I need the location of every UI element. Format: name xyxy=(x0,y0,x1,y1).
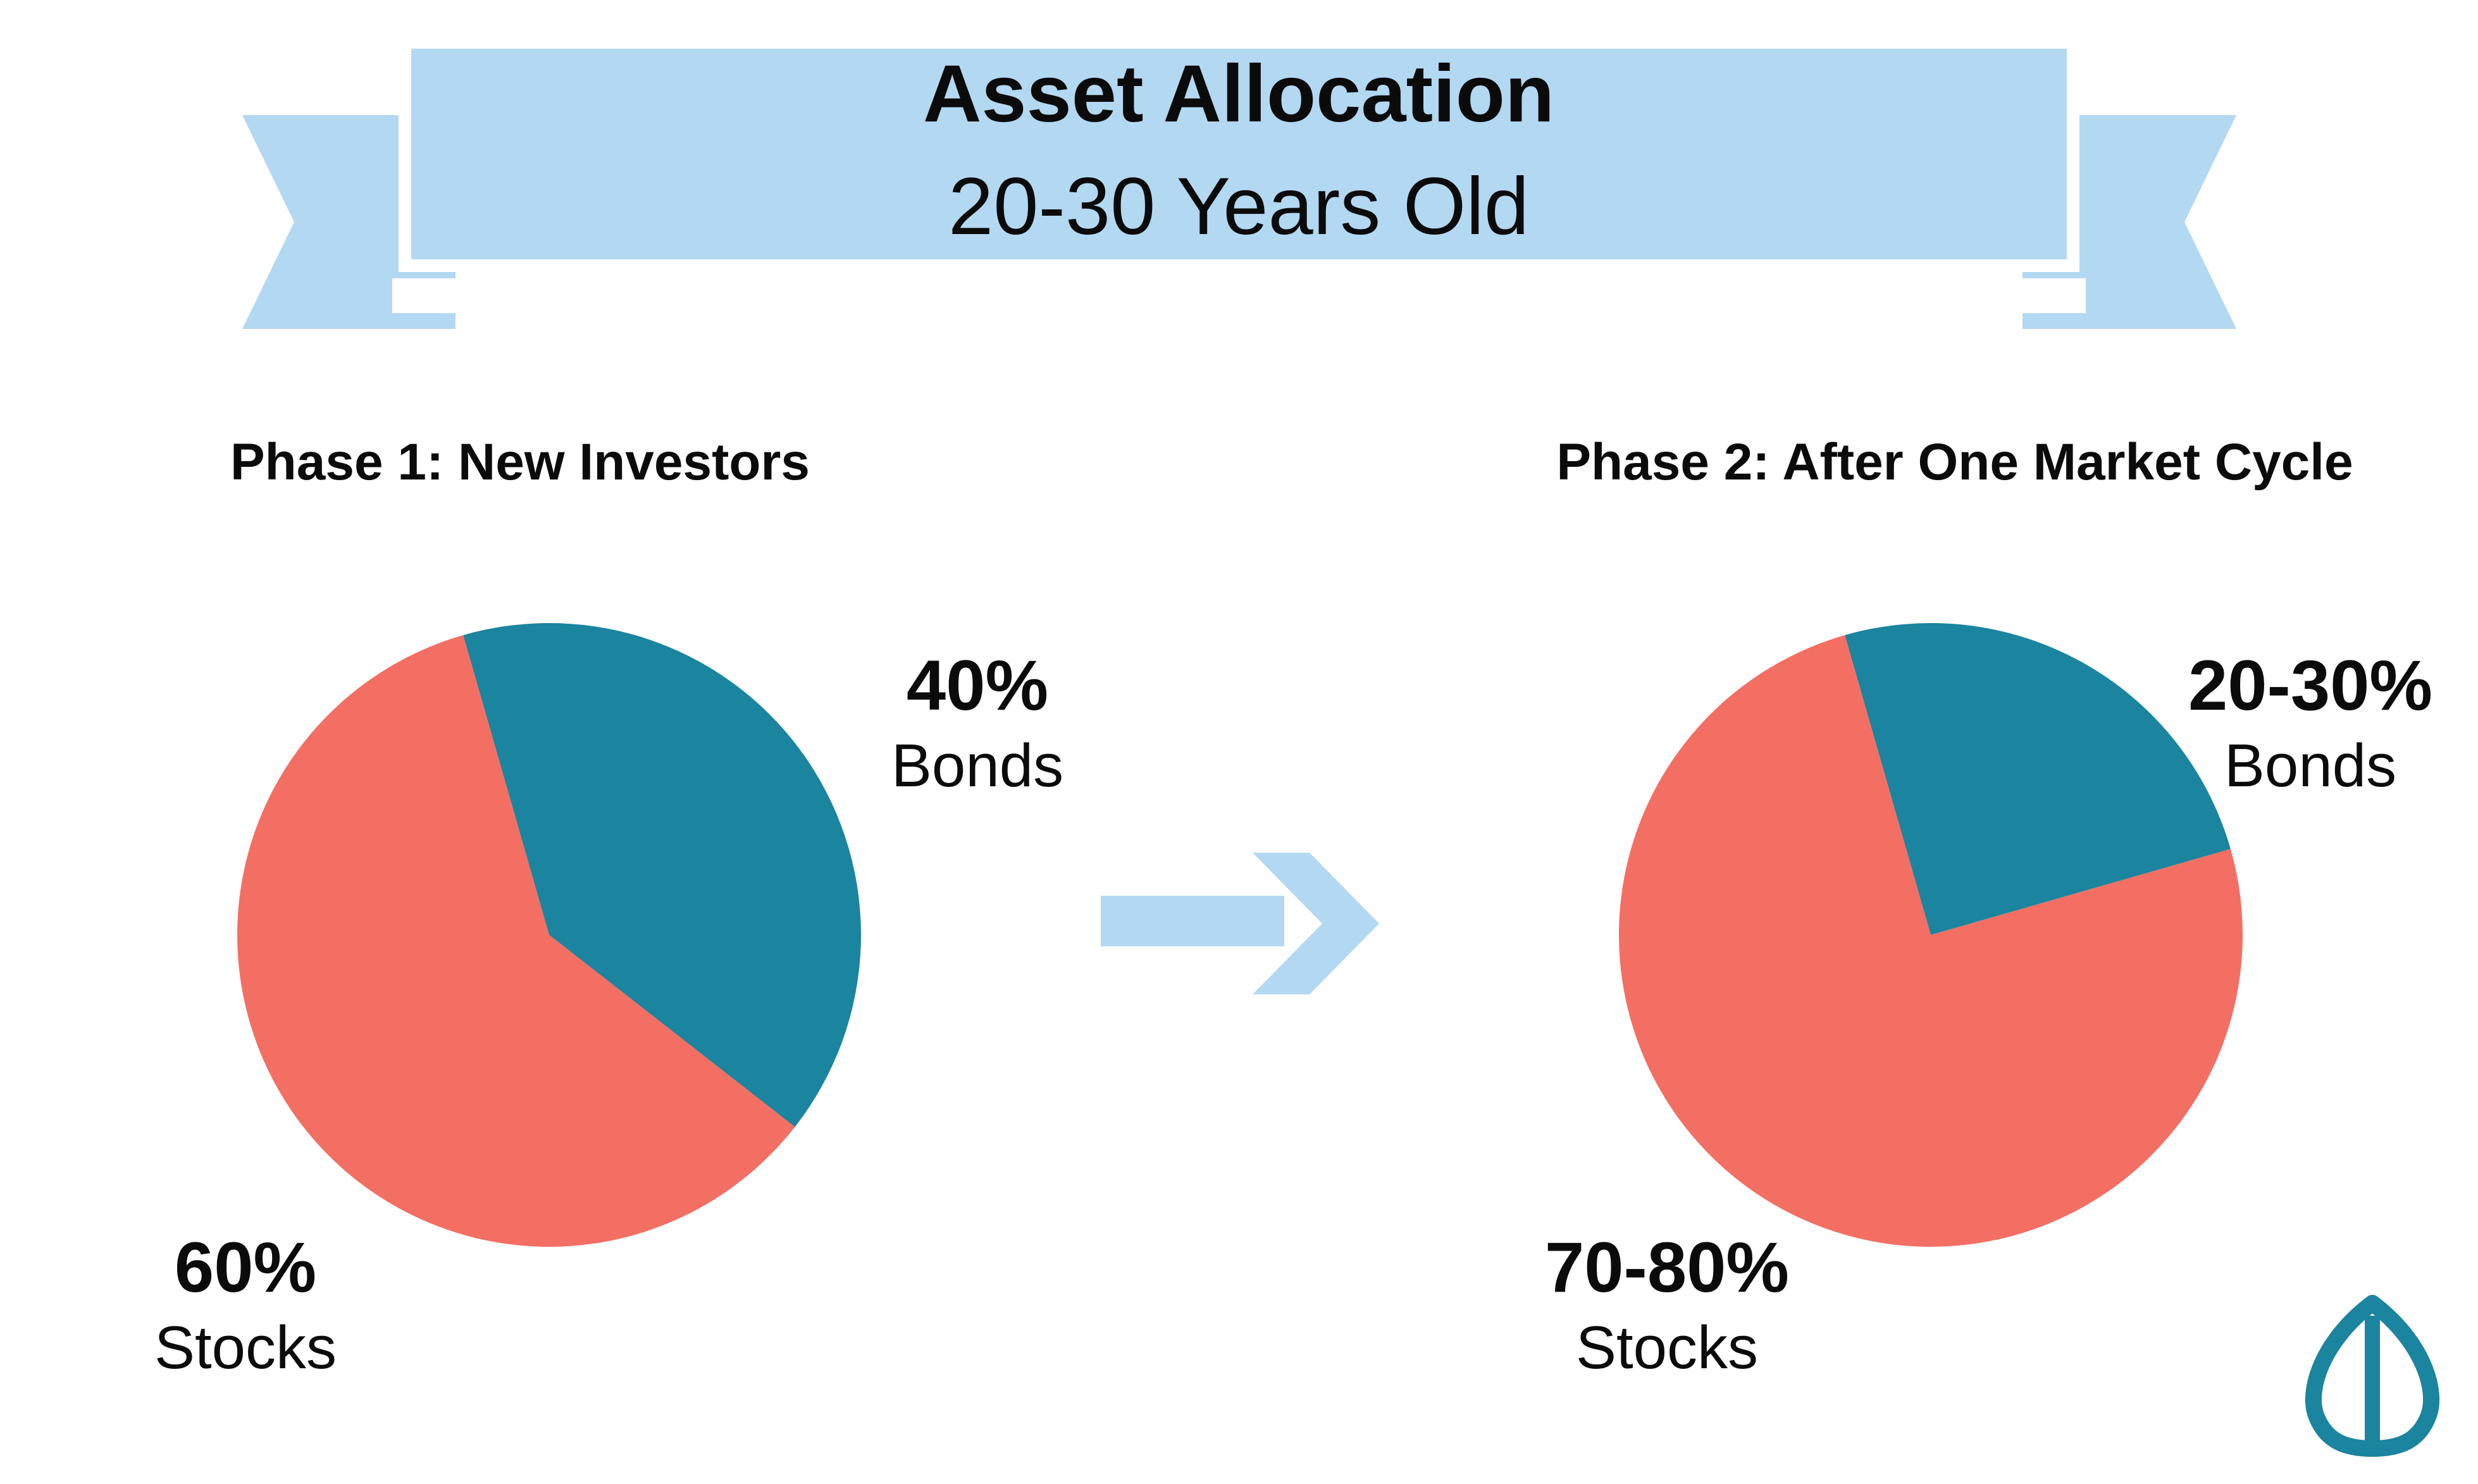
phase-2-title: Phase 2: After One Market Cycle xyxy=(1556,433,2353,491)
phase-1-pie-chart xyxy=(237,623,861,1247)
phase-1-bonds-slice xyxy=(463,623,861,1127)
seed-logo-icon xyxy=(2305,1295,2440,1457)
phase-1-stocks-percent: 60% xyxy=(175,1228,316,1307)
phase-1-bonds-label: Bonds xyxy=(891,732,1063,800)
phase-1-title: Phase 1: New Investors xyxy=(230,433,810,491)
page-subtitle: 20-30 Years Old xyxy=(948,161,1529,252)
phase-2-pie-chart xyxy=(1619,622,2243,1247)
phase-2-bonds-label: Bonds xyxy=(2224,732,2396,800)
arrow-shaft xyxy=(1101,896,1284,946)
title-ribbon: Asset Allocation 20-30 Years Old xyxy=(242,36,2236,329)
ribbon-main-band xyxy=(399,36,2079,272)
phase-1-bonds-percent: 40% xyxy=(907,646,1048,725)
page-title: Asset Allocation xyxy=(923,49,1554,139)
phase-2-bonds-slice xyxy=(1845,622,2231,935)
right-arrow-icon xyxy=(1101,853,1379,994)
seed-logo-outline xyxy=(2305,1295,2440,1457)
ribbon-right-fold xyxy=(2023,278,2086,313)
arrow-head xyxy=(1253,853,1379,994)
phase-1-stocks-slice xyxy=(237,635,795,1247)
phase-1-stocks-label: Stocks xyxy=(154,1314,337,1382)
phase-2-stocks-slice xyxy=(1619,635,2243,1247)
ribbon-left-fold xyxy=(392,278,455,313)
phase-2-bonds-percent: 20-30% xyxy=(2188,646,2432,725)
phase-2-stocks-label: Stocks xyxy=(1576,1314,1758,1382)
phase-2-stocks-percent: 70-80% xyxy=(1545,1228,1789,1307)
